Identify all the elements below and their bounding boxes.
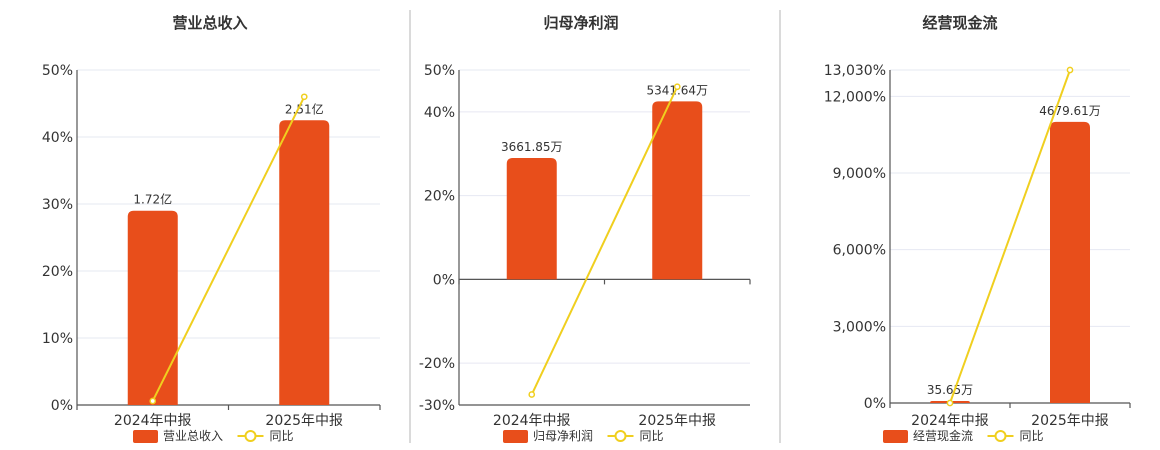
y-tick-label: 10%	[42, 331, 73, 347]
bar	[279, 120, 330, 405]
y-tick-label: 12,000%	[824, 89, 886, 105]
yoy-point	[300, 93, 308, 101]
legend-bar-label: 经营现金流	[913, 428, 973, 443]
y-tick-label: 40%	[42, 130, 73, 146]
y-tick-label: 50%	[42, 63, 73, 79]
bar-value-label: 35.65万	[927, 383, 973, 397]
legend-bar-swatch	[883, 430, 908, 443]
bar-value-label: 3661.85万	[501, 140, 563, 154]
legend-bar-label: 归母净利润	[533, 429, 593, 443]
y-tick-label: 0%	[864, 396, 886, 412]
legend-bar-label: 营业总收入	[163, 429, 223, 443]
legend-line-label: 同比	[1020, 429, 1044, 443]
bar-value-label: 5341.64万	[646, 83, 708, 97]
y-tick-label: 13,030%	[824, 63, 886, 79]
bar-value-label: 2.51亿	[285, 101, 324, 116]
y-tick-label: 50%	[424, 63, 455, 79]
y-tick-label: 0%	[51, 398, 73, 414]
y-tick-label: 6,000%	[833, 243, 886, 259]
chart-title: 经营现金流	[922, 14, 997, 32]
net-profit-chart: 归母净利润 -30% -20% 0% 20% 40% 50% 2024年中报 2025年中报 3…	[419, 14, 751, 443]
bar	[127, 210, 178, 405]
x-tick-label: 2025年中报	[1031, 413, 1109, 429]
legend-bar-swatch	[503, 430, 528, 443]
x-tick-label: 2025年中报	[265, 413, 343, 429]
legend-line-marker	[614, 430, 627, 442]
y-tick-label: -30%	[419, 398, 455, 414]
bar-value-label: 4679.61万	[1039, 104, 1101, 118]
y-tick-label: 20%	[424, 189, 455, 205]
yoy-line	[151, 96, 306, 402]
yoy-line	[949, 69, 1071, 404]
bar	[652, 101, 703, 280]
y-tick-label: 9,000%	[833, 166, 886, 182]
x-tick-label: 2024年中报	[493, 413, 571, 429]
x-tick-label: 2024年中报	[114, 413, 192, 429]
y-tick-label: 0%	[433, 272, 455, 288]
y-tick-label: 40%	[424, 105, 455, 121]
yoy-point	[528, 391, 536, 398]
bar	[1050, 121, 1090, 403]
y-tick-label: 30%	[42, 197, 73, 213]
operating-cashflow-chart: 经营现金流 0% 3,000% 6,000% 9,000% 12,000% 13,030%…	[824, 14, 1131, 443]
legend-line-label: 同比	[640, 429, 664, 443]
y-tick-label: -20%	[419, 356, 455, 372]
x-tick-label: 2025年中报	[638, 413, 716, 429]
bar-value-label: 1.72亿	[133, 192, 172, 207]
yoy-point	[1066, 66, 1074, 74]
chart-title: 营业总收入	[172, 14, 247, 32]
revenue-chart: 营业总收入 0% 10% 20% 30% 40% 50% 2024年中报 2025年中报 1.7…	[42, 14, 381, 443]
yoy-point	[149, 397, 157, 405]
chart-title: 归母净利润	[543, 14, 618, 32]
bar	[506, 157, 557, 280]
legend-line-marker	[994, 430, 1007, 442]
legend-bar-swatch	[133, 430, 158, 443]
legend-line-label: 同比	[270, 429, 294, 443]
yoy-point	[673, 83, 681, 91]
legend-line-marker	[244, 430, 257, 442]
y-tick-label: 3,000%	[833, 319, 886, 335]
yoy-point	[946, 399, 954, 407]
yoy-line	[530, 86, 679, 395]
y-tick-label: 20%	[42, 264, 73, 280]
x-tick-label: 2024年中报	[911, 413, 989, 429]
